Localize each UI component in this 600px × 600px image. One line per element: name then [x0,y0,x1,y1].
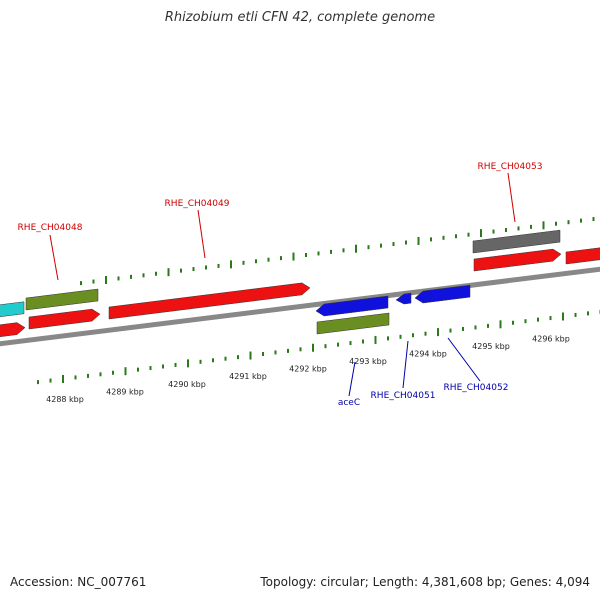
scale-label: 4292 kbp [289,365,327,374]
leader-line [348,361,356,397]
gene-label: aceC [338,398,360,408]
gene-arrow-gray [472,229,561,254]
genome-backbone [0,266,600,347]
gene-label: RHE_CH04049 [165,199,230,209]
scale-label: 4289 kbp [106,388,144,397]
scale-label: 4295 kbp [472,342,510,351]
genome-stats: Topology: circular; Length: 4,381,608 bp… [260,575,590,589]
gene-arrow-blue [395,292,412,305]
gene-labels: RHE_CH04048 RHE_CH04049 RHE_CH04053 aceC RHE… [18,162,543,408]
gene-arrow-red [108,282,311,320]
gene-label: RHE_CH04051 [371,391,436,401]
gene-arrow-cyan [0,301,25,318]
gene-arrow-red [565,247,600,265]
scale-label: 4294 kbp [409,350,447,359]
leader-lines [49,172,516,397]
leader-line [197,209,206,259]
scale-label: 4296 kbp [532,334,570,343]
scale-label: 4290 kbp [168,380,206,389]
bottom-tick-track [37,309,600,385]
accession-label: Accession: NC_007761 [10,575,147,589]
gene-label: RHE_CH04052 [444,383,509,393]
top-tick-track [80,217,595,286]
leader-line [49,234,59,281]
map-title: Rhizobium etli CFN 42, complete genome [164,10,436,25]
gene-arrow-blue [315,295,389,317]
scale-label: 4288 kbp [46,395,84,404]
gene-arrow-red [473,248,562,272]
gene-arrow-red [0,322,26,338]
gene-features [0,229,600,338]
gene-arrow-green [316,312,390,335]
scale-label: 4293 kbp [349,357,387,366]
leader-line [402,340,409,389]
scale-label: 4291 kbp [229,372,267,381]
gene-label: RHE_CH04053 [478,162,543,172]
leader-line [507,172,516,223]
gene-arrow-green [25,288,99,311]
leader-line [447,337,481,382]
scale-labels: 4288 kbp 4289 kbp 4290 kbp 4291 kbp 4292 kbp… [46,334,570,404]
gene-arrow-blue [414,284,471,304]
gene-arrow-red [28,308,101,330]
gene-label: RHE_CH04048 [18,223,83,233]
